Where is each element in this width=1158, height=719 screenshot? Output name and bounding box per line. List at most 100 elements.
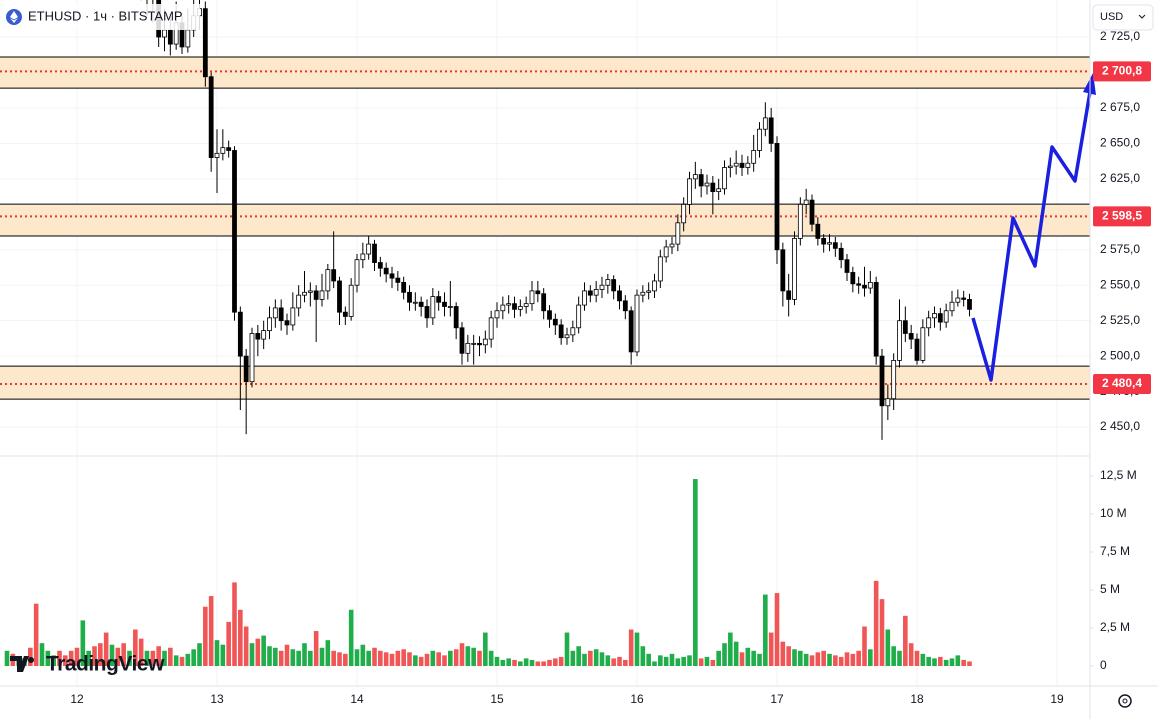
candle-body bbox=[477, 342, 482, 346]
candle-body bbox=[780, 249, 786, 292]
y-tick-label: 2 550,0 bbox=[1100, 277, 1140, 291]
candle-body bbox=[348, 284, 354, 317]
level-label: 2 480,4 bbox=[1102, 376, 1142, 390]
y2-tick-label: 5 M bbox=[1100, 582, 1120, 596]
candle-body bbox=[757, 128, 762, 151]
level-labels: 2 700,8 2 598,5 2 480,4 bbox=[1093, 61, 1151, 394]
candle-body bbox=[879, 355, 885, 407]
candle-body bbox=[471, 342, 477, 345]
volume-bar bbox=[261, 635, 266, 666]
x-tick-label: 19 bbox=[1050, 692, 1064, 706]
candle-body bbox=[885, 398, 891, 407]
volume-bar bbox=[477, 650, 482, 666]
volume-bar bbox=[395, 650, 401, 666]
tv-logo bbox=[10, 656, 29, 672]
candle-body bbox=[354, 259, 360, 286]
y2-tick-label: 12,5 M bbox=[1100, 468, 1137, 482]
volume-bar bbox=[512, 659, 517, 666]
volume-bar bbox=[792, 649, 797, 666]
symbol-title[interactable]: ETHUSD · 1ч · BITSTAMP bbox=[28, 8, 183, 23]
candle-body bbox=[465, 342, 471, 354]
volume-bar bbox=[809, 655, 815, 666]
volume-bar bbox=[243, 626, 249, 666]
x-tick-label: 16 bbox=[630, 692, 644, 706]
zone bbox=[0, 57, 1090, 89]
volume-bar bbox=[611, 658, 616, 666]
candle-body bbox=[856, 283, 862, 286]
candle-body bbox=[599, 284, 605, 290]
candle-body bbox=[307, 290, 313, 293]
volume-bar bbox=[401, 649, 406, 666]
volume-bar bbox=[331, 650, 336, 666]
candle-body bbox=[687, 178, 692, 205]
candle-body bbox=[797, 203, 803, 239]
volume-bar bbox=[203, 606, 208, 666]
currency-label[interactable]: USD bbox=[1100, 11, 1123, 23]
candle-body bbox=[593, 289, 599, 296]
candle-body bbox=[873, 281, 879, 357]
candle-body bbox=[523, 303, 529, 307]
candle-body bbox=[331, 269, 337, 282]
volume-bar bbox=[885, 629, 891, 666]
volume-bar bbox=[284, 644, 290, 666]
candle-body bbox=[214, 152, 220, 158]
candle-body bbox=[710, 182, 716, 193]
volume-bar bbox=[733, 641, 739, 666]
currency-select[interactable] bbox=[1092, 4, 1154, 31]
candle-body bbox=[383, 267, 389, 275]
volume-bar bbox=[185, 653, 191, 666]
candle-body bbox=[669, 243, 675, 248]
volume-bar bbox=[897, 650, 902, 666]
volume-bar bbox=[173, 655, 179, 666]
candle-body bbox=[453, 306, 459, 329]
candle-body bbox=[261, 330, 267, 340]
candle-body bbox=[675, 222, 681, 245]
candle-body bbox=[774, 142, 780, 251]
volume-bar bbox=[914, 650, 920, 666]
candle-body bbox=[821, 238, 827, 245]
candle-body bbox=[395, 277, 401, 283]
volume-bar bbox=[389, 653, 395, 666]
volume-bar bbox=[290, 649, 296, 666]
volume-bar bbox=[156, 646, 161, 666]
volume-bar bbox=[903, 615, 908, 666]
candle-body bbox=[302, 291, 307, 296]
settings-icon[interactable] bbox=[1118, 694, 1132, 708]
candle-body bbox=[517, 306, 523, 310]
volume-bar bbox=[436, 652, 441, 666]
volume-bar bbox=[51, 655, 56, 666]
candle-body bbox=[809, 199, 815, 225]
candle-body bbox=[751, 150, 757, 164]
volume-bar bbox=[127, 650, 132, 666]
candle-body bbox=[482, 338, 488, 346]
volume-bar bbox=[413, 655, 418, 666]
volume-bar bbox=[844, 652, 850, 666]
volume-bar bbox=[588, 650, 593, 666]
volume-bar bbox=[827, 653, 832, 666]
candle-body bbox=[611, 279, 617, 292]
candle-body bbox=[908, 333, 914, 340]
candle-body bbox=[832, 242, 838, 249]
volume-bar bbox=[121, 643, 126, 666]
volume-bar bbox=[208, 596, 214, 666]
volume-bar bbox=[86, 650, 91, 666]
volume-bar bbox=[646, 653, 651, 666]
volume-bar bbox=[891, 646, 896, 666]
volume-bar bbox=[360, 644, 366, 666]
y-tick-label: 2 650,0 bbox=[1100, 136, 1140, 150]
volume-bar bbox=[343, 653, 348, 666]
volume-bar bbox=[558, 656, 564, 666]
y-tick-label: 2 575,0 bbox=[1100, 242, 1140, 256]
y-tick-label: 2 625,0 bbox=[1100, 171, 1140, 185]
volume-bar bbox=[751, 650, 756, 666]
volume-bar bbox=[535, 661, 541, 666]
volume-bar bbox=[98, 643, 103, 666]
candle-body bbox=[628, 310, 634, 353]
candle-body bbox=[325, 269, 331, 292]
level-label: 2 700,8 bbox=[1102, 64, 1142, 78]
volume-bar bbox=[798, 650, 803, 666]
candle-body bbox=[284, 320, 290, 326]
candle-body bbox=[640, 291, 646, 296]
